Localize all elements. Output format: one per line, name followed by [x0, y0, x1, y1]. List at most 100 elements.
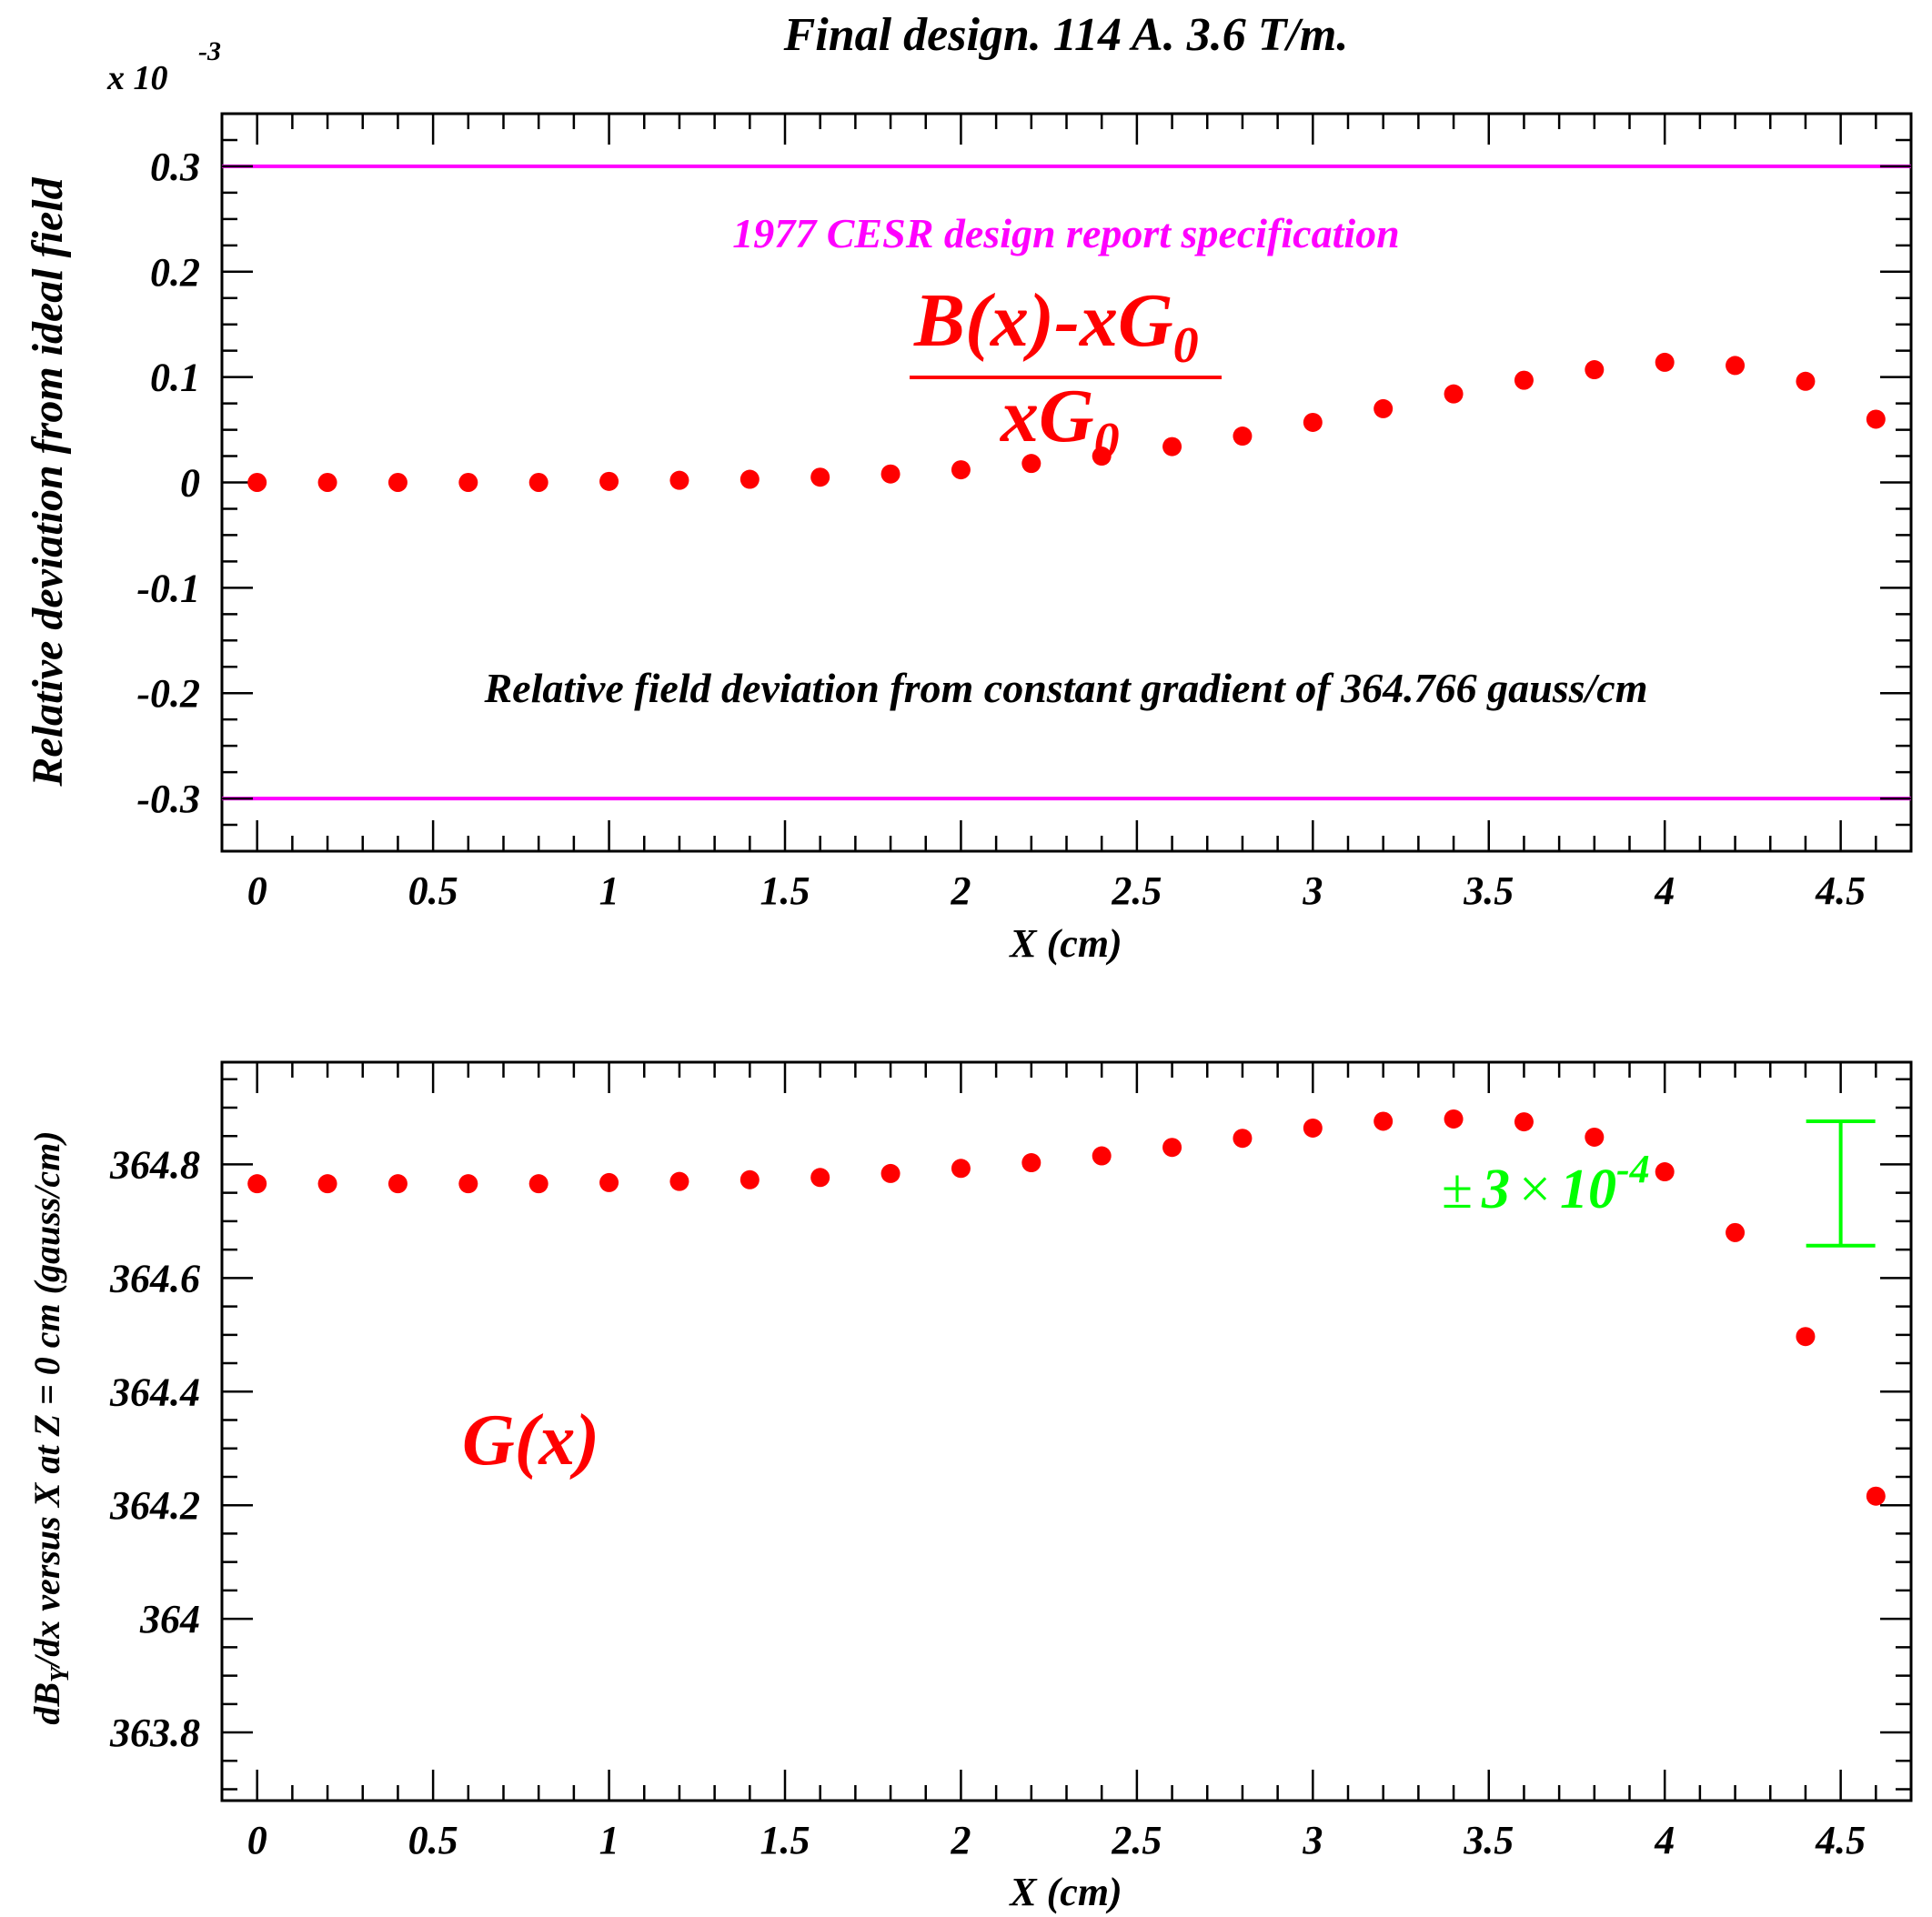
tolerance-label: ±3 × 10-4 — [1442, 1147, 1650, 1220]
top-data-point — [1162, 437, 1182, 457]
bottom-data-point — [1374, 1111, 1394, 1131]
top-data-point — [1021, 454, 1041, 474]
top-x-tick-label: 1.5 — [760, 868, 810, 913]
top-data-point — [1796, 371, 1816, 391]
top-data-point — [951, 460, 971, 480]
bottom-data-point — [880, 1163, 901, 1183]
bottom-x-tick-label: 4.5 — [1815, 1818, 1866, 1862]
formula-numerator: B(x)-xG0 — [913, 278, 1199, 374]
top-data-point — [1866, 409, 1886, 429]
bottom-data-point — [1162, 1138, 1182, 1158]
top-data-point — [1444, 384, 1464, 404]
bottom-x-tick-label: 1 — [599, 1818, 619, 1862]
bottom-data-point — [1303, 1118, 1323, 1138]
top-y-exponent-power: -3 — [198, 36, 221, 66]
top-data-point — [458, 473, 478, 492]
top-data-point — [1655, 352, 1675, 372]
bottom-data-point — [1585, 1127, 1605, 1147]
top-data-point — [880, 464, 901, 484]
top-x-axis-label: X (cm) — [1008, 921, 1122, 966]
tolerance-error-bar — [1806, 1119, 1876, 1248]
top-x-tick-label: 2 — [950, 868, 971, 913]
bottom-data-point — [599, 1172, 619, 1192]
top-plot: x 10 -3 Relative deviation from ideal fi… — [24, 36, 1913, 966]
top-x-tick-label: 0.5 — [408, 868, 458, 913]
bottom-x-tick-label: 2.5 — [1111, 1818, 1162, 1862]
bottom-x-tick-label: 1.5 — [760, 1818, 810, 1862]
gradient-annotation: Relative field deviation from constant g… — [483, 665, 1647, 711]
figure-title: Final design. 114 A. 3.6 T/m. — [783, 9, 1349, 61]
bottom-data-point — [247, 1174, 267, 1194]
bottom-data-point — [1092, 1146, 1112, 1166]
top-y-tick-label: -0.1 — [136, 566, 200, 610]
bottom-data-point — [1796, 1327, 1816, 1347]
top-data-point — [1233, 427, 1253, 447]
top-data-point — [1726, 356, 1746, 376]
top-data-point — [1585, 360, 1605, 380]
bottom-data-points — [247, 1109, 1886, 1506]
top-data-point — [1092, 447, 1112, 467]
top-data-point — [1303, 412, 1323, 432]
bottom-x-tick-label: 3 — [1302, 1818, 1323, 1862]
top-data-point — [1514, 370, 1534, 390]
top-axis-ticks: 0 0.5 1 1.5 2 2.5 3 3.5 4 4.5 -0.3 -0.2 -0.1 0 0.1 0.2 0… — [136, 112, 1911, 913]
top-data-point — [599, 471, 619, 491]
top-y-axis-label: Relative deviation from ideal field — [24, 176, 72, 787]
bottom-y-tick-label: 364.4 — [109, 1370, 200, 1414]
bottom-data-point — [1726, 1222, 1746, 1242]
bottom-data-point — [669, 1171, 689, 1191]
top-y-tick-label: 0.1 — [150, 356, 200, 400]
bottom-y-tick-label: 364 — [139, 1597, 200, 1641]
top-data-point — [810, 467, 830, 487]
g-of-x-label: G(x) — [462, 1400, 599, 1480]
top-y-tick-label: -0.2 — [136, 671, 200, 716]
bottom-data-point — [951, 1159, 971, 1179]
top-data-points — [247, 352, 1886, 492]
bottom-data-point — [1233, 1129, 1253, 1149]
top-x-tick-label: 2.5 — [1111, 868, 1162, 913]
bottom-x-tick-label: 4 — [1654, 1818, 1675, 1862]
bottom-data-point — [1866, 1486, 1886, 1506]
bottom-y-tick-label: 363.8 — [109, 1711, 200, 1755]
bottom-y-tick-label: 364.2 — [109, 1483, 200, 1528]
bottom-plot: dBY/dx versus X at Z = 0 cm (gauss/cm) X… — [26, 1060, 1913, 1914]
bottom-data-point — [810, 1168, 830, 1188]
bottom-x-tick-label: 2 — [950, 1818, 971, 1862]
bottom-x-tick-label: 3.5 — [1463, 1818, 1514, 1862]
bottom-data-point — [1021, 1153, 1041, 1173]
spec-label: 1977 CESR design report specification — [732, 210, 1399, 256]
bottom-y-tick-label: 364.6 — [109, 1256, 200, 1300]
top-x-tick-label: 3 — [1302, 868, 1323, 913]
bottom-axis-ticks: 0 0.5 1 1.5 2 2.5 3 3.5 4 4.5 363.8 364 364.2 364.4 36… — [109, 1062, 1911, 1862]
bottom-data-point — [1514, 1112, 1534, 1132]
top-data-point — [247, 473, 267, 492]
bottom-data-point — [458, 1174, 478, 1194]
top-data-point — [669, 470, 689, 490]
top-data-point — [387, 473, 408, 492]
bottom-x-tick-label: 0 — [247, 1818, 267, 1862]
bottom-data-point — [1655, 1162, 1675, 1182]
top-data-point — [1374, 398, 1394, 418]
bottom-data-point — [528, 1174, 548, 1194]
bottom-y-axis-label: dBY/dx versus X at Z = 0 cm (gauss/cm) — [26, 1130, 75, 1724]
bottom-data-point — [317, 1174, 337, 1194]
top-data-point — [740, 469, 760, 489]
top-y-exponent-base: x 10 — [106, 59, 168, 97]
top-x-tick-label: 4.5 — [1815, 868, 1866, 913]
bottom-x-tick-label: 0.5 — [408, 1818, 458, 1862]
top-y-tick-label: 0.2 — [150, 250, 200, 295]
formula-label: B(x)-xG0 xG0 — [910, 278, 1222, 469]
bottom-x-axis-label: X (cm) — [1008, 1870, 1122, 1914]
bottom-data-point — [1444, 1109, 1464, 1129]
top-data-point — [528, 473, 548, 492]
top-y-tick-label: 0.3 — [150, 145, 200, 189]
top-x-tick-label: 0 — [247, 868, 267, 913]
top-x-tick-label: 3.5 — [1463, 868, 1514, 913]
bottom-data-point — [740, 1169, 760, 1189]
top-y-tick-label: 0 — [180, 461, 200, 506]
bottom-y-tick-label: 364.8 — [109, 1142, 200, 1187]
top-x-tick-label: 1 — [599, 868, 619, 913]
bottom-data-point — [387, 1174, 408, 1194]
top-y-tick-label: -0.3 — [136, 777, 200, 821]
